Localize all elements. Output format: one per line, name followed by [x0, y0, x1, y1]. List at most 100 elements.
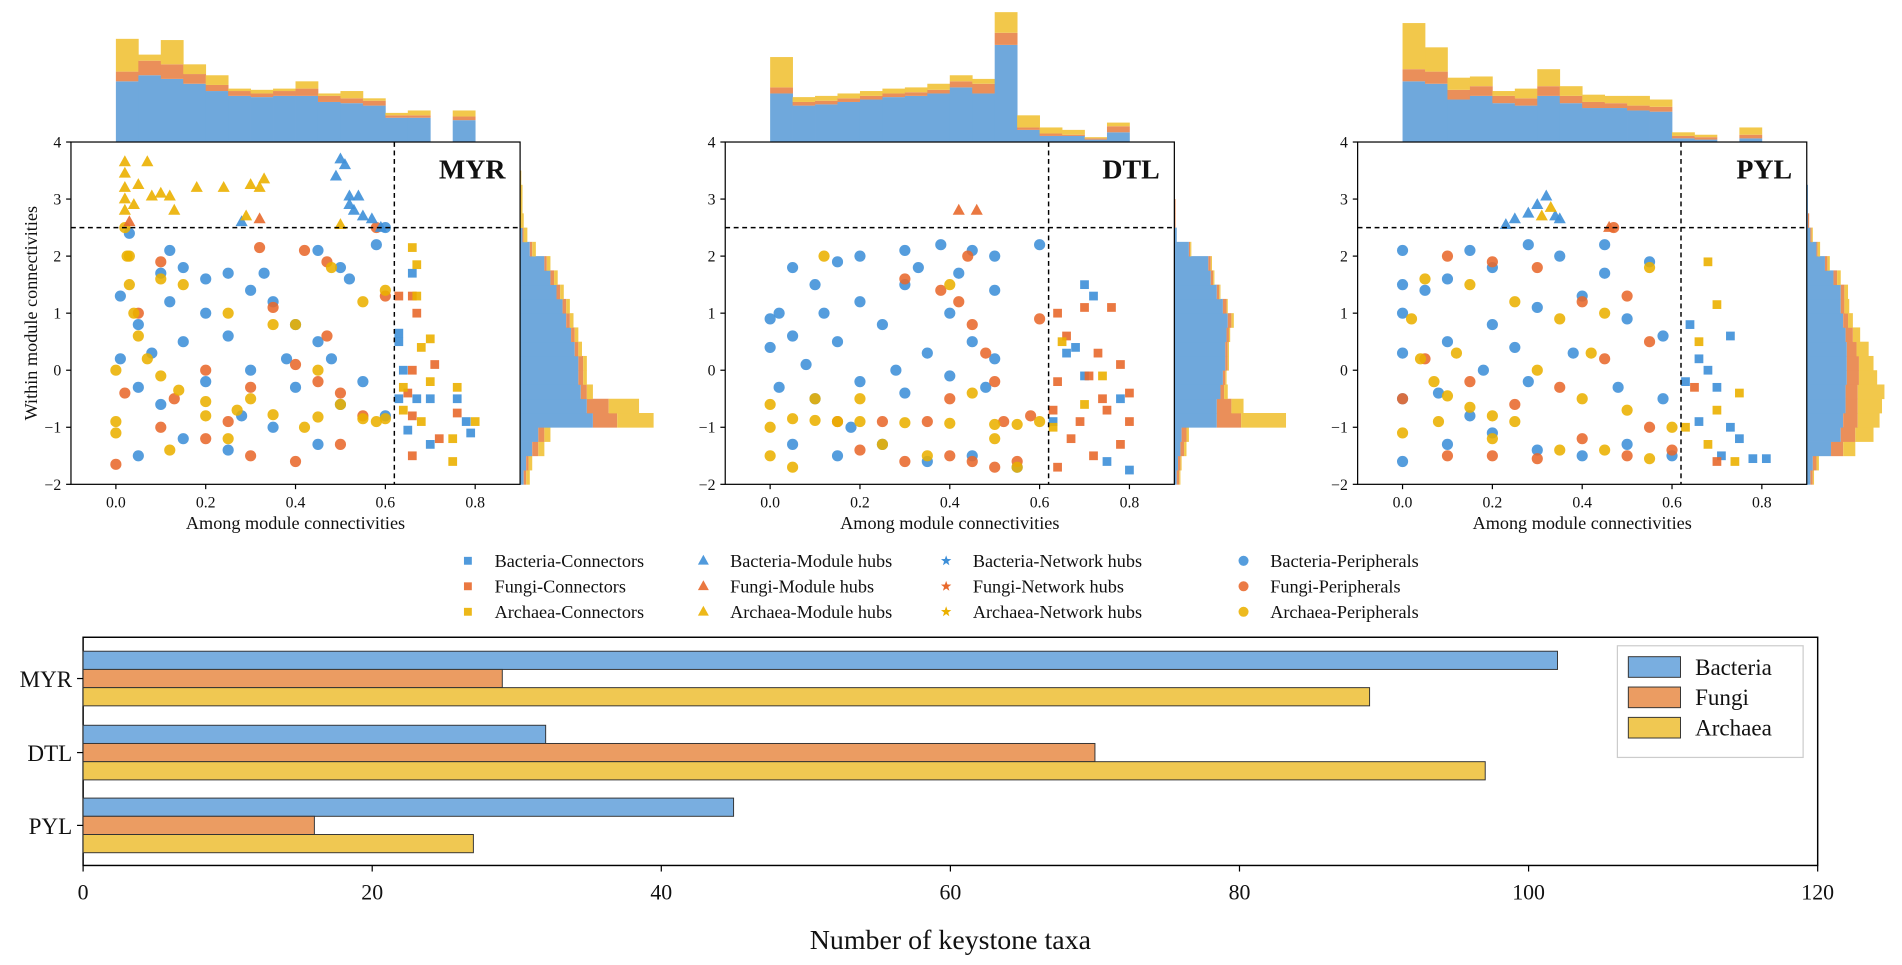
point-archaea-peripherals: [155, 370, 167, 382]
histogram-bar-bacteria: [362, 105, 386, 143]
histogram-bar-bacteria: [1174, 455, 1178, 471]
histogram-bar-bacteria: [1447, 99, 1471, 143]
point-archaea-peripherals: [357, 413, 369, 425]
legend-label: Archaea-Network hubs: [973, 602, 1142, 622]
histogram-bar-archaea: [520, 199, 523, 214]
point-archaea-connectors: [1735, 388, 1744, 398]
point-archaea-module-hubs: [1535, 209, 1548, 221]
point-bacteria-peripherals: [935, 239, 947, 251]
histogram-bar-bacteria: [520, 398, 587, 414]
point-archaea-peripherals: [222, 307, 234, 319]
histogram-bar-archaea: [815, 95, 838, 101]
point-bacteria-peripherals: [114, 353, 126, 365]
histogram-bar-archaea: [1190, 241, 1192, 257]
legend-star-icon: [940, 606, 952, 617]
point-bacteria-peripherals: [245, 364, 257, 376]
point-bacteria-connectors: [1125, 465, 1134, 475]
point-archaea-peripherals: [123, 250, 135, 262]
point-bacteria-peripherals: [773, 307, 785, 319]
x-tick-label: 120: [1801, 880, 1834, 904]
point-bacteria-module-hubs: [1553, 212, 1566, 224]
histogram-bar-archaea: [1672, 132, 1695, 136]
histogram-bar-fungi: [1225, 341, 1228, 357]
point-archaea-peripherals: [944, 279, 956, 291]
point-archaea-module-hubs: [118, 155, 131, 167]
histogram-bar-archaea: [1855, 427, 1874, 442]
histogram-bar-archaea: [1816, 455, 1819, 471]
histogram-bar-fungi: [1846, 370, 1859, 385]
histogram-bar-archaea: [837, 93, 861, 99]
point-bacteria-connectors: [403, 425, 413, 435]
point-bacteria-peripherals: [132, 318, 144, 331]
histogram-bar-bacteria: [927, 93, 951, 143]
legend-item: Archaea-Module hubs: [697, 602, 892, 622]
histogram-bar-archaea: [528, 455, 533, 471]
histogram-bar-archaea: [1084, 137, 1108, 139]
legend-item: Archaea-Connectors: [463, 602, 644, 622]
histogram-bar-archaea: [228, 88, 251, 92]
y-tick-label: 2: [708, 249, 716, 266]
point-fungi-connectors: [1116, 440, 1125, 449]
point-fungi-connectors: [430, 360, 440, 369]
point-archaea-peripherals: [1405, 313, 1418, 325]
point-archaea-peripherals: [809, 414, 821, 427]
histogram-bar-fungi: [1810, 470, 1813, 485]
point-bacteria-connectors: [466, 428, 476, 438]
point-bacteria-peripherals: [787, 261, 799, 274]
histogram-bar-fungi: [228, 91, 251, 96]
histogram-bar-fungi: [1514, 98, 1538, 106]
point-archaea-connectors: [1681, 422, 1690, 432]
point-archaea-peripherals: [1599, 307, 1611, 319]
x-tick-label: 0.8: [1120, 494, 1140, 511]
x-axis-label: Among module connectivities: [840, 513, 1059, 533]
legend-label: Fungi: [1695, 684, 1749, 710]
histogram-bar-archaea: [407, 110, 431, 116]
histogram-bar-fungi: [1582, 101, 1606, 109]
point-archaea-peripherals: [357, 296, 369, 308]
histogram-bar-archaea: [1858, 370, 1878, 385]
point-fungi-peripherals: [1666, 444, 1678, 456]
histogram-bar-bacteria: [520, 413, 593, 428]
point-bacteria-peripherals: [245, 284, 257, 296]
point-bacteria-module-hubs: [374, 220, 387, 232]
histogram-bar-fungi: [1222, 370, 1226, 385]
histogram-bar-archaea: [859, 91, 883, 96]
x-tick-label: 0.8: [1752, 494, 1772, 511]
point-fungi-connectors: [403, 388, 413, 398]
histogram-bar-fungi: [1216, 413, 1242, 428]
point-fungi-peripherals: [245, 450, 257, 462]
point-fungi-peripherals: [1621, 290, 1633, 302]
point-fungi-peripherals: [1509, 398, 1521, 411]
point-archaea-peripherals: [128, 307, 140, 319]
point-bacteria-peripherals: [831, 336, 844, 348]
point-bacteria-peripherals: [222, 267, 234, 279]
point-bacteria-peripherals: [132, 381, 144, 393]
x-tick-label: 80: [1229, 880, 1251, 904]
histogram-bar-archaea: [1425, 47, 1448, 72]
point-fungi-peripherals: [110, 458, 122, 470]
point-archaea-peripherals: [132, 330, 144, 342]
point-bacteria-connectors: [1116, 394, 1125, 404]
point-fungi-connectors: [1075, 417, 1085, 426]
histogram-bar-archaea: [160, 40, 184, 65]
histogram-bar-archaea: [526, 470, 530, 485]
point-bacteria-connectors: [1080, 280, 1089, 290]
histogram-bar-fungi: [1824, 256, 1828, 271]
histogram-bar-bacteria: [1174, 341, 1226, 357]
histogram-bar-fungi: [1062, 134, 1085, 136]
histogram-bar-archaea: [1739, 127, 1763, 135]
bar-myr-fungi: [82, 668, 503, 689]
point-archaea-connectors: [448, 434, 458, 444]
point-archaea-peripherals: [110, 427, 122, 439]
histogram-bar-fungi: [1840, 284, 1845, 300]
histogram-bar-bacteria: [1806, 284, 1841, 300]
histogram-bar-fungi: [1225, 355, 1228, 371]
point-archaea-peripherals: [267, 409, 279, 421]
histogram-bar-fungi: [1216, 284, 1220, 300]
histogram-bar-archaea: [617, 413, 654, 428]
histogram-bar-bacteria: [183, 83, 207, 143]
point-archaea-peripherals: [818, 250, 830, 262]
point-archaea-connectors: [1048, 422, 1058, 432]
panel-title: MYR: [439, 154, 506, 185]
